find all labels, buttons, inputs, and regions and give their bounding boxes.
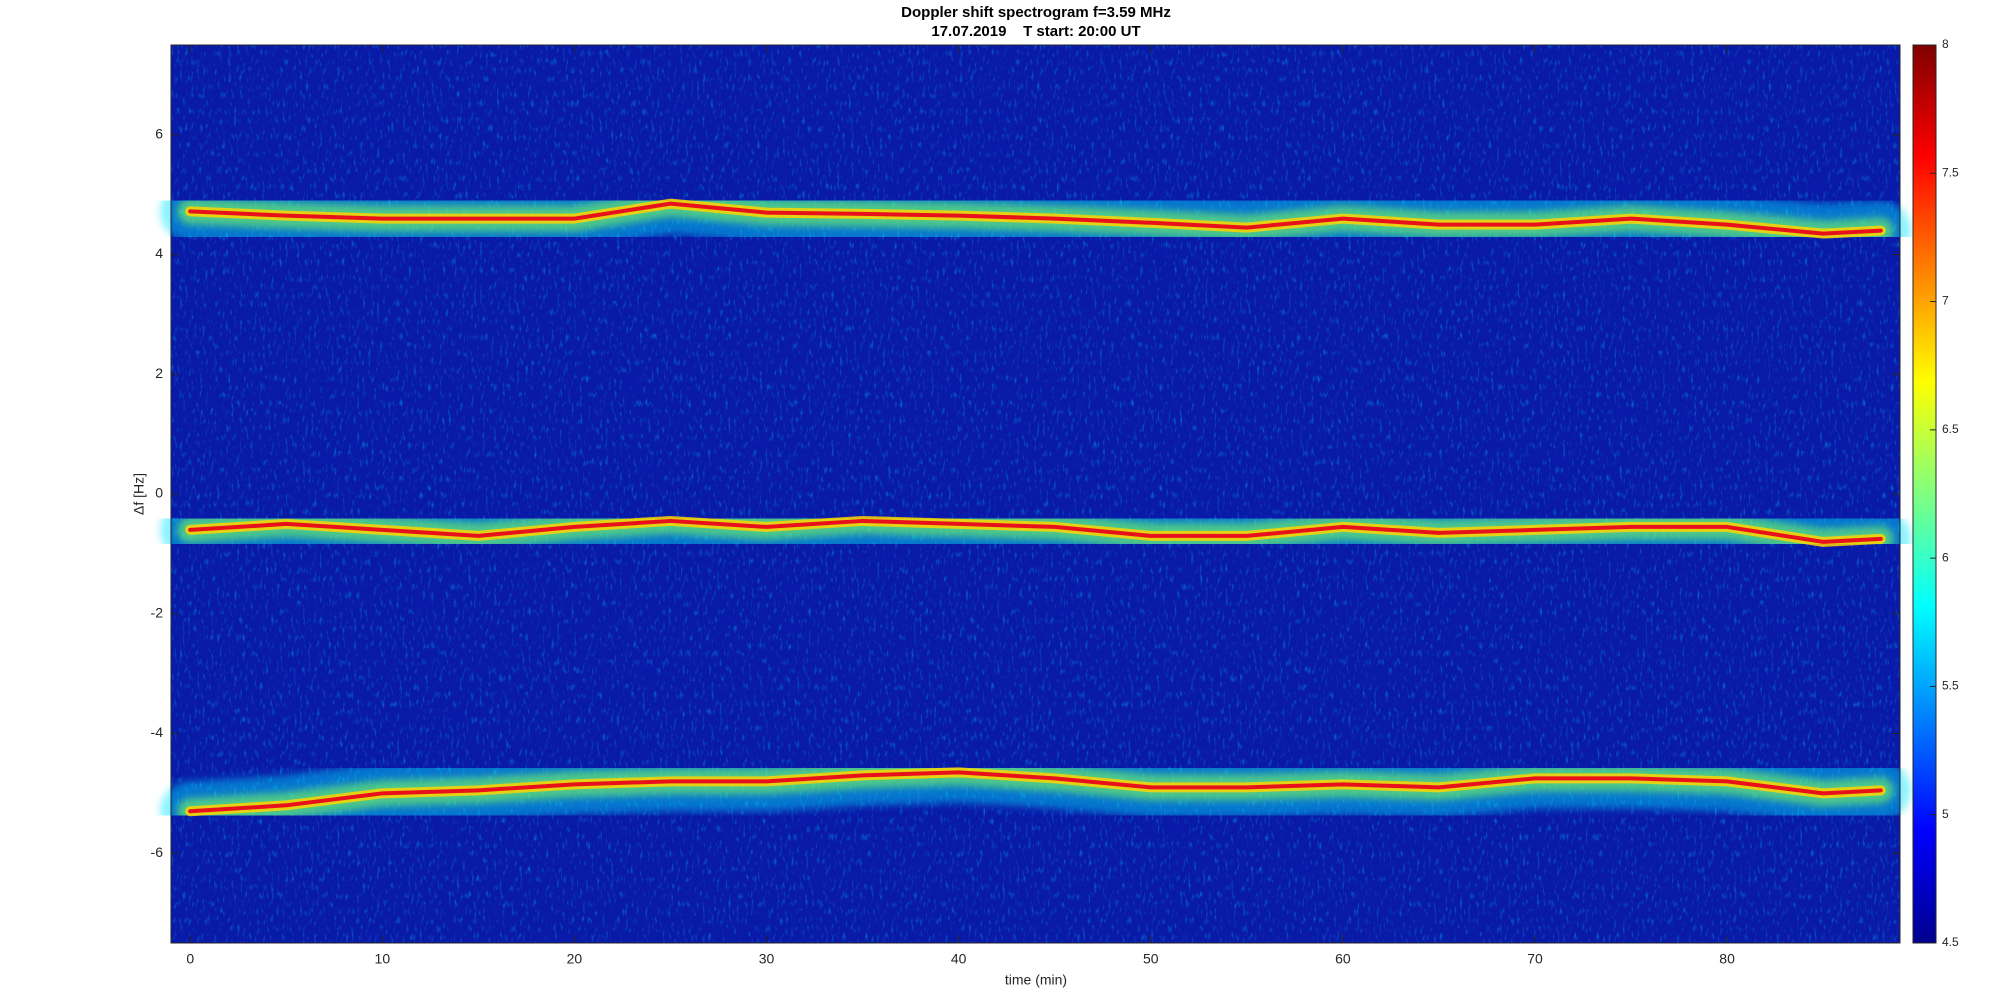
colorbar-tick-label: 8 (1942, 37, 1949, 51)
traces (160, 173, 1911, 842)
y-axis-label: Δf [Hz] (131, 473, 147, 515)
x-tick-label: 80 (1719, 951, 1735, 967)
x-tick-label: 50 (1143, 951, 1159, 967)
x-axis-label: time (min) (1005, 972, 1067, 988)
x-tick-label: 30 (759, 951, 775, 967)
y-tick-label: 6 (155, 126, 163, 142)
y-tick-label: 2 (155, 365, 163, 381)
colorbar (1912, 44, 1937, 944)
y-tick-label: -2 (151, 604, 164, 620)
colorbar-tick-label: 5 (1942, 807, 1949, 821)
y-tick-label: -6 (151, 844, 164, 860)
x-tick-label: 70 (1527, 951, 1543, 967)
y-tick-label: 0 (155, 485, 163, 501)
x-tick-label: 10 (375, 951, 391, 967)
colorbar-tick-label: 7.5 (1942, 165, 1959, 179)
chart-title: Doppler shift spectrogram f=3.59 MHz (901, 4, 1171, 21)
colorbar-tick-label: 7 (1942, 294, 1949, 308)
trace-core (188, 201, 1883, 236)
trace-core (188, 518, 1883, 544)
y-tick-label: -4 (151, 724, 164, 740)
x-tick-label: 40 (951, 951, 967, 967)
colorbar-tick-label: 6.5 (1942, 422, 1959, 436)
y-tick-label: 4 (155, 245, 163, 261)
x-tick-label: 60 (1335, 951, 1351, 967)
trace-core (188, 770, 1883, 814)
colorbar-tick-label: 4.5 (1942, 935, 1959, 949)
x-tick-label: 0 (186, 951, 194, 967)
chart-subtitle: 17.07.2019 T start: 20:00 UT (931, 23, 1140, 40)
colorbar-tick-label: 5.5 (1942, 679, 1959, 693)
colorbar-tick-label: 6 (1942, 550, 1949, 564)
x-tick-label: 20 (567, 951, 583, 967)
